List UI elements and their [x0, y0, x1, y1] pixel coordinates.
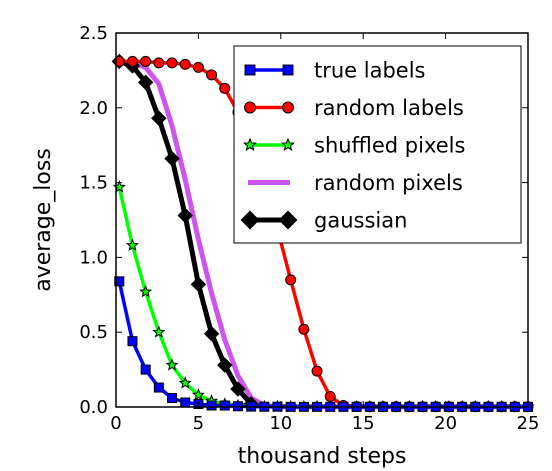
plot-frame	[115, 32, 529, 408]
data-point	[206, 69, 218, 81]
data-point	[180, 397, 191, 408]
legend-label: shuffled pixels	[314, 134, 465, 158]
y-tick-label: 0.5	[79, 322, 108, 343]
series-true-labels	[114, 276, 533, 412]
data-point	[191, 388, 205, 401]
legend-label: random pixels	[314, 171, 463, 195]
data-point	[217, 357, 233, 373]
y-tick-label: 2.5	[79, 23, 108, 44]
legend-marker	[242, 137, 258, 151]
x-tick-label: 10	[269, 413, 292, 434]
legend-marker	[244, 64, 256, 76]
x-tick-label: 0	[110, 413, 121, 434]
legend-marker	[244, 101, 256, 114]
data-point	[285, 274, 297, 286]
legend-marker	[240, 210, 260, 230]
data-point	[177, 207, 193, 224]
data-point	[167, 393, 178, 404]
data-point	[127, 336, 138, 347]
legend-item: gaussian	[240, 209, 407, 233]
y-tick-label: 0.0	[79, 397, 108, 418]
legend-label: true labels	[314, 59, 426, 83]
data-point	[139, 284, 153, 298]
legend-marker	[280, 137, 296, 151]
data-point	[192, 61, 204, 73]
data-point	[190, 276, 207, 293]
y-axis-label: average_loss	[31, 148, 56, 292]
data-point	[311, 365, 323, 377]
x-axis-label: thousand steps	[238, 444, 407, 469]
data-point	[298, 323, 310, 335]
data-point	[114, 276, 125, 287]
x-tick-label: 15	[352, 413, 375, 434]
data-point	[164, 150, 180, 167]
x-tick-label: 25	[517, 413, 540, 434]
data-point	[153, 382, 164, 393]
data-point	[219, 82, 231, 94]
data-point	[165, 358, 179, 371]
y-tick-label: 1.5	[79, 173, 108, 194]
series-line	[117, 280, 528, 409]
y-tick-label: 2.0	[79, 98, 108, 119]
legend-item: random labels	[244, 96, 464, 120]
axis-ticks: 0 5 10 15 20 25 0.0 0.5 1.0 1.5 2.0 2.5	[79, 23, 539, 434]
data-point	[219, 400, 230, 411]
y-tick-label: 1.0	[79, 247, 108, 268]
data-point	[137, 74, 154, 91]
series-gaussian	[111, 53, 259, 412]
data-point	[166, 57, 178, 69]
legend-item: true labels	[244, 59, 426, 83]
data-point	[153, 57, 165, 69]
data-point	[203, 325, 220, 342]
legend-item: shuffled pixels	[242, 134, 465, 158]
data-point	[125, 238, 140, 251]
data-point	[179, 58, 191, 70]
legend: true labels random labels shuffled pixels r…	[233, 45, 522, 244]
legend-label: random labels	[314, 96, 464, 120]
data-point	[230, 381, 246, 397]
x-tick-label: 5	[193, 413, 204, 434]
legend-marker	[278, 210, 298, 230]
data-point	[126, 55, 138, 67]
data-point	[140, 55, 152, 67]
legend-marker	[282, 101, 294, 114]
data-point	[206, 400, 217, 411]
data-point	[152, 325, 166, 338]
legend-item: random pixels	[248, 171, 463, 195]
data-point	[151, 110, 167, 126]
legend-label: gaussian	[314, 209, 407, 233]
x-tick-label: 20	[434, 413, 457, 434]
legend-marker	[282, 64, 294, 76]
data-point	[113, 55, 125, 67]
data-point	[178, 376, 192, 389]
data-point	[140, 364, 151, 375]
